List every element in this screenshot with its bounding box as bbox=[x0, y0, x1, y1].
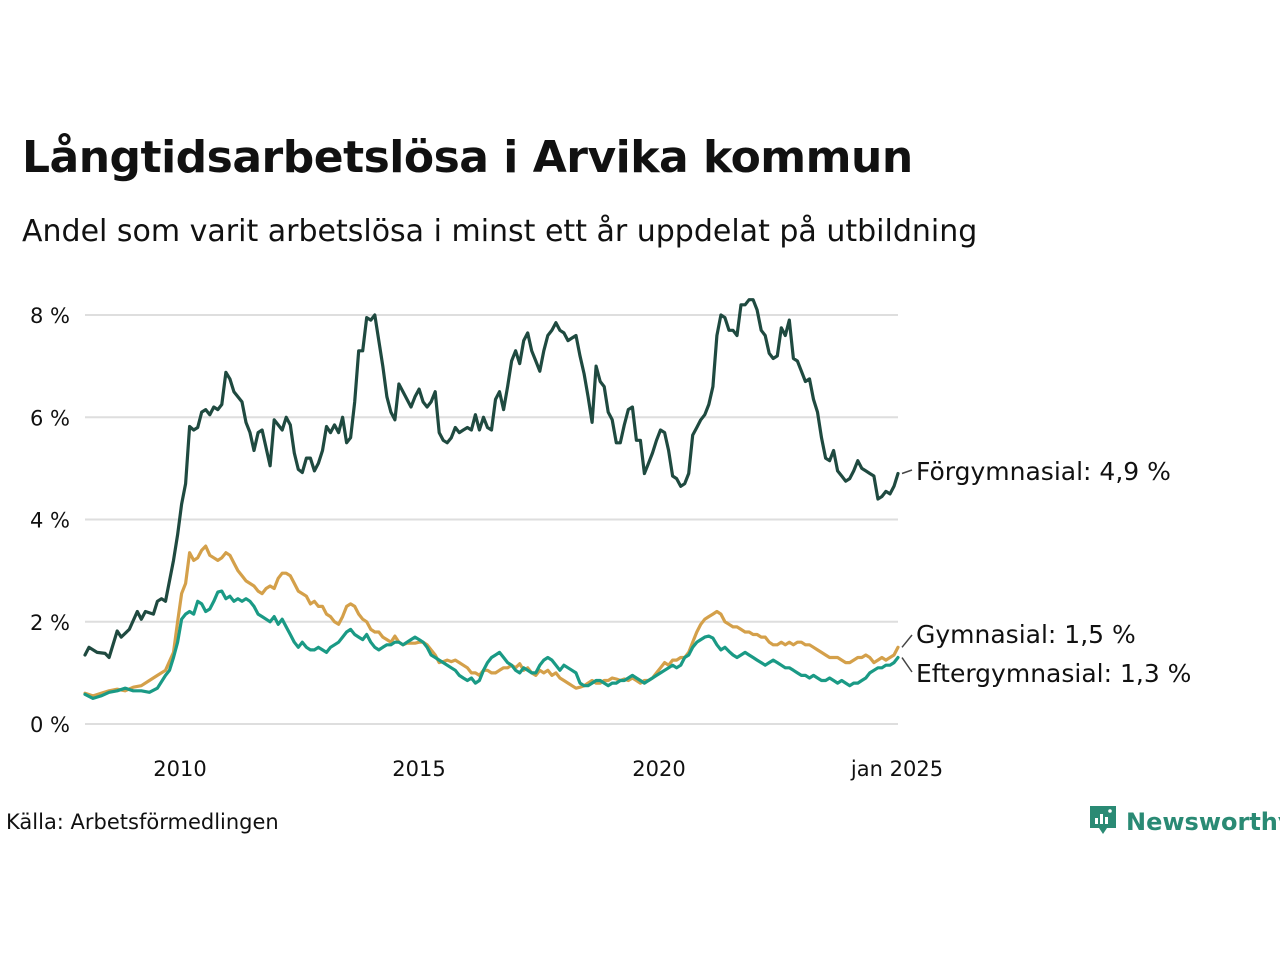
series-end-label: Eftergymnasial: 1,3 % bbox=[916, 659, 1191, 688]
source-note: Källa: Arbetsförmedlingen bbox=[6, 810, 279, 834]
label-leader-line bbox=[901, 634, 913, 648]
series-line-förgymnasial bbox=[83, 298, 900, 660]
y-tick-label: 8 % bbox=[30, 304, 70, 328]
y-tick-label: 6 % bbox=[30, 406, 70, 430]
gridlines bbox=[85, 314, 898, 725]
y-tick-label: 2 % bbox=[30, 611, 70, 635]
x-tick-label: 2015 bbox=[392, 757, 445, 781]
chart-title: Långtidsarbetslösa i Arvika kommun bbox=[22, 132, 913, 183]
y-tick-label: 4 % bbox=[30, 509, 70, 533]
newsworthy-logo-icon bbox=[1088, 803, 1118, 841]
x-tick-label: 2010 bbox=[153, 757, 206, 781]
brand-logo[interactable]: Newsworthy bbox=[1088, 803, 1280, 841]
label-leader-line bbox=[901, 469, 913, 475]
x-tick-label: 2020 bbox=[632, 757, 685, 781]
x-axis-ticks: 2010 2015 2020 jan 2025 bbox=[153, 757, 943, 781]
x-tick-label: jan 2025 bbox=[850, 757, 943, 781]
series-end-label: Förgymnasial: 4,9 % bbox=[916, 457, 1171, 486]
brand-name: Newsworthy bbox=[1126, 808, 1280, 836]
chart-subtitle: Andel som varit arbetslösa i minst ett å… bbox=[22, 214, 978, 249]
label-leader-line bbox=[901, 657, 913, 673]
series-line-eftergymnasial bbox=[83, 589, 900, 700]
series-labels: Förgymnasial: 4,9 % Gymnasial: 1,5 % Efter… bbox=[901, 457, 1191, 688]
series-lines bbox=[83, 298, 900, 700]
series-end-label: Gymnasial: 1,5 % bbox=[916, 620, 1136, 649]
y-axis-ticks: 0 % 2 % 4 % 6 % 8 % bbox=[30, 304, 70, 737]
y-tick-label: 0 % bbox=[30, 713, 70, 737]
